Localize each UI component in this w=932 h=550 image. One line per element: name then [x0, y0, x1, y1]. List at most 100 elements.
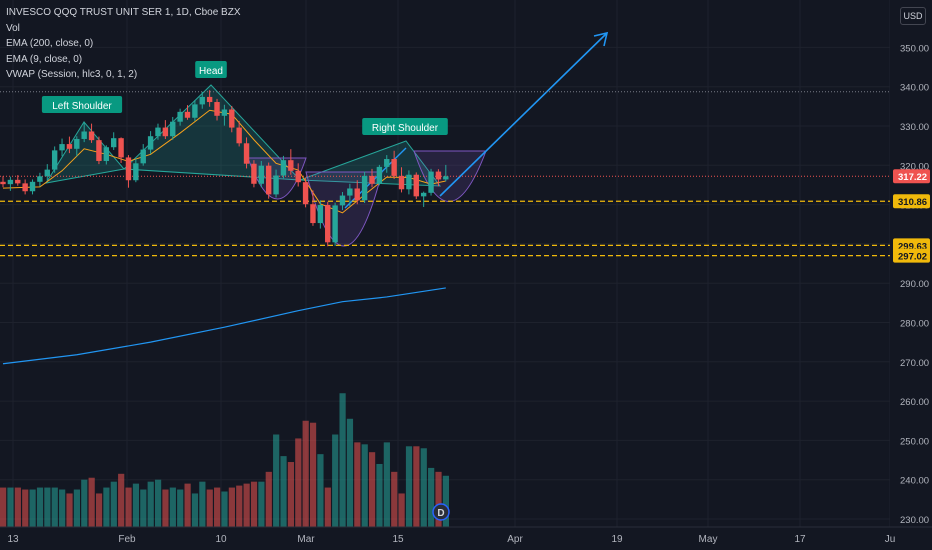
candle-body — [29, 181, 36, 192]
volume-bar — [0, 487, 7, 527]
volume-bar — [317, 454, 324, 527]
price-tick-label: 230.00 — [900, 515, 929, 526]
head-triangle — [122, 84, 302, 181]
candle-body — [361, 175, 368, 201]
volume-bar — [221, 491, 228, 527]
candle-body — [177, 111, 183, 122]
candle-body — [443, 176, 449, 180]
price-tick-label: 350.00 — [900, 43, 929, 54]
candle-body — [125, 157, 132, 181]
volume-bar — [287, 462, 295, 527]
candle-body — [118, 138, 124, 158]
candle-body — [354, 188, 360, 201]
volume-bar — [184, 483, 191, 527]
price-axis[interactable]: 230.00 240.00 250.00 260.00 270.00 280.00 290.… — [890, 0, 932, 527]
volume-bar — [177, 489, 184, 527]
candle-body — [420, 192, 427, 197]
volume-bar — [383, 442, 390, 527]
volume-bar — [228, 487, 235, 527]
volume-bar — [435, 471, 442, 527]
volume-bar — [162, 489, 169, 527]
candle-body — [273, 175, 279, 195]
candle-body — [103, 147, 110, 161]
annotation-label: Left Shoulder — [52, 101, 112, 112]
time-tick-label: 13 — [7, 534, 19, 545]
candle-body — [325, 204, 331, 243]
volume-bar — [420, 448, 427, 527]
volume-bar — [309, 422, 317, 527]
price-tick-label: 250.00 — [900, 436, 929, 447]
candle-body — [339, 195, 346, 206]
candle-body — [280, 160, 287, 176]
volume-bar — [346, 418, 354, 527]
candle-body — [384, 159, 390, 167]
candle-body — [192, 104, 198, 118]
volume-bar — [339, 393, 346, 527]
candle-body — [155, 127, 161, 137]
candle-body — [391, 159, 397, 176]
candle-body — [81, 131, 87, 139]
volume-bar — [413, 446, 420, 527]
legend-vwap[interactable]: VWAP (Session, hlc3, 0, 1, 2) — [6, 69, 138, 80]
volume-bar — [66, 493, 73, 527]
candle-body — [406, 174, 412, 190]
time-tick-label: 19 — [611, 534, 623, 545]
price-tick-label: 260.00 — [900, 397, 929, 408]
time-tick-label: 10 — [215, 534, 227, 545]
dividend-marker[interactable]: D — [432, 503, 450, 521]
volume-bar — [169, 487, 176, 527]
candle-body — [398, 175, 405, 190]
annotation-label: Head — [199, 66, 223, 77]
symbol-title[interactable]: INVESCO QQQ TRUST UNIT SER 1, 1D, Cboe B… — [6, 7, 241, 18]
volume-bar — [442, 475, 449, 527]
legend-ema200[interactable]: EMA (200, close, 0) — [6, 38, 94, 49]
candle-body — [22, 183, 28, 192]
volume-bar — [376, 463, 383, 527]
volume-bar — [81, 479, 88, 527]
indicator-lines — [0, 91, 890, 365]
volume-bar — [147, 481, 154, 527]
volume-bar — [88, 477, 95, 527]
candle-body — [37, 176, 43, 182]
price-label-text: 310.86 — [898, 197, 927, 208]
time-tick-label: Ju — [885, 534, 896, 545]
price-label-box — [893, 194, 930, 209]
time-axis[interactable]: 13 Feb 10 Mar 15 Apr 19 May 17 Ju — [0, 526, 932, 550]
candle-body — [66, 144, 73, 149]
projection-arrow — [439, 32, 608, 197]
volume-bar — [324, 487, 331, 527]
volume-bars — [0, 393, 449, 527]
volume-bar — [236, 485, 243, 527]
volume-bar — [295, 438, 302, 527]
time-axis-bg — [0, 527, 932, 550]
dividend-marker-label: D — [437, 508, 444, 519]
time-tick-label: Feb — [118, 534, 136, 545]
volume-bar — [118, 473, 125, 527]
currency-button[interactable]: USD — [900, 7, 926, 25]
volume-bar — [103, 487, 110, 527]
legend-vol[interactable]: Vol — [6, 22, 20, 34]
volume-bar — [243, 483, 250, 527]
volume-bar — [354, 442, 361, 527]
annotation-box — [362, 118, 448, 135]
volume-bar — [44, 487, 51, 527]
volume-bar — [73, 489, 80, 527]
legend-ema9[interactable]: EMA (9, close, 0) — [6, 53, 83, 65]
candle-body — [140, 149, 146, 164]
price-label-text: 297.02 — [898, 252, 927, 263]
price-tick-label: 270.00 — [900, 358, 929, 369]
candle-body — [435, 171, 442, 180]
candle-body — [413, 174, 419, 197]
volume-bar — [51, 487, 58, 527]
volume-bar — [332, 434, 339, 527]
price-label-box — [893, 169, 930, 184]
annotation-labels[interactable]: Left Shoulder Head Right Shoulder — [41, 61, 448, 135]
price-label-text: 317.22 — [898, 172, 927, 183]
volume-bar — [361, 444, 368, 527]
volume-bar — [250, 481, 258, 527]
candle-body — [184, 111, 191, 118]
candle-body — [376, 166, 383, 184]
price-label-box — [893, 248, 930, 263]
